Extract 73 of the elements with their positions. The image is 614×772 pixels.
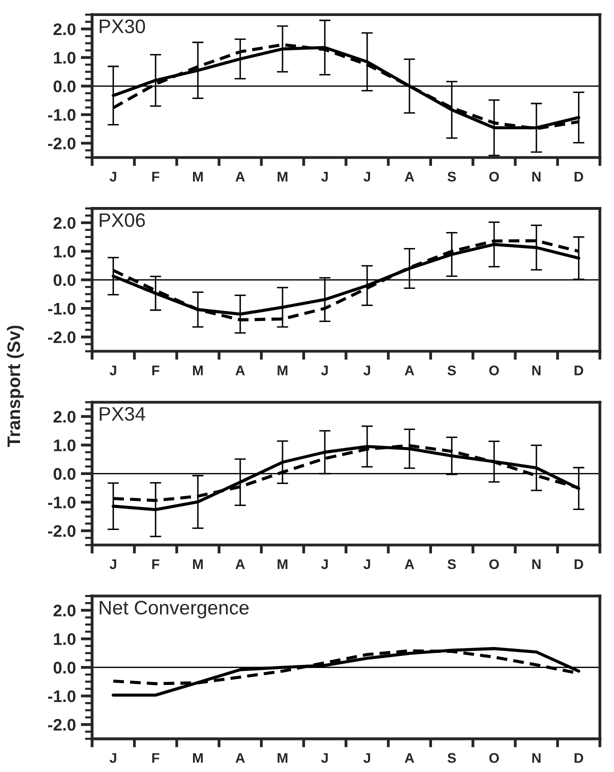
x-tick-label: J (321, 172, 328, 182)
x-tick-label: J (363, 753, 370, 763)
x-tick-label: J (321, 559, 328, 570)
x-tick-label: F (152, 172, 160, 182)
x-tick-label: N (532, 559, 540, 569)
x-tick-label: D (574, 366, 584, 376)
x-tick-label: J (110, 559, 116, 570)
x-tick-label: O (489, 559, 499, 570)
x-tick-label: S (448, 366, 456, 376)
x-tick-label: D (574, 753, 584, 763)
x-tick-label: A (236, 366, 245, 376)
x-tick-label: M (193, 366, 203, 376)
x-tick-label: J (363, 172, 370, 182)
x-tick-label: A (404, 366, 414, 376)
y-tick-label: 2.0 (54, 217, 76, 229)
x-tick-label: S (448, 559, 456, 570)
x-tick-label: J (110, 172, 116, 182)
y-tick-label: -2.0 (48, 718, 76, 731)
x-tick-label: J (110, 753, 116, 763)
x-tick-label: J (363, 559, 370, 570)
x-tick-label: O (489, 753, 499, 763)
y-tick-label: -1.0 (48, 496, 76, 508)
x-tick-label: D (574, 559, 584, 569)
chart-title: PX06 (100, 213, 145, 228)
x-tick-label: D (574, 172, 584, 182)
x-tick-label: S (448, 172, 456, 182)
x-tick-label: N (532, 172, 540, 182)
x-tick-label: M (193, 559, 203, 569)
y-tick-label: 2.0 (54, 23, 76, 36)
y-tick-label: -1.0 (48, 302, 76, 315)
x-tick-label: A (236, 559, 245, 569)
y-tick-label: 1.0 (54, 52, 76, 64)
y-tick-label: 1.0 (54, 633, 76, 646)
x-tick-label: J (321, 366, 328, 376)
y-tick-label: -2.0 (48, 331, 76, 344)
y-tick-label: -1.0 (48, 690, 76, 702)
chart-title: Net Convergence (100, 600, 249, 618)
y-tick-label: 2.0 (54, 410, 76, 423)
x-tick-label: J (321, 753, 328, 763)
x-tick-label: F (152, 559, 160, 569)
y-tick-label: 0.0 (54, 662, 76, 674)
x-tick-label: A (236, 172, 245, 182)
y-tick-label: 1.0 (54, 439, 76, 452)
x-tick-label: A (404, 559, 414, 569)
x-tick-label: J (363, 366, 370, 376)
x-tick-label: M (278, 366, 288, 376)
y-tick-label: -1.0 (48, 109, 76, 121)
x-tick-label: A (404, 172, 414, 182)
x-tick-label: A (236, 753, 245, 763)
x-tick-label: N (532, 366, 540, 376)
y-tick-label: 1.0 (54, 246, 76, 258)
chart-title: PX34 (100, 407, 146, 421)
x-tick-label: O (489, 172, 499, 182)
y-tick-label: -2.0 (48, 138, 76, 150)
x-tick-label: M (278, 172, 288, 182)
y-tick-label: 0.0 (54, 80, 76, 92)
x-tick-label: F (152, 366, 160, 376)
x-tick-label: A (404, 753, 414, 763)
chart-title: PX30 (100, 19, 145, 34)
x-tick-label: N (532, 753, 540, 763)
x-tick-label: M (193, 172, 203, 182)
x-tick-label: M (278, 559, 288, 569)
x-tick-label: F (152, 753, 160, 763)
x-tick-label: S (448, 753, 456, 763)
y-tick-label: -2.0 (48, 525, 76, 537)
y-tick-label: 2.0 (54, 604, 76, 616)
x-tick-label: J (110, 366, 116, 376)
y-tick-label: 0.0 (54, 468, 76, 480)
x-tick-label: O (489, 366, 499, 376)
x-tick-label: M (193, 753, 203, 763)
y-tick-label: 0.0 (54, 274, 76, 286)
y-axis-title: Transport (Sv) (6, 326, 24, 447)
x-tick-label: M (278, 753, 288, 763)
